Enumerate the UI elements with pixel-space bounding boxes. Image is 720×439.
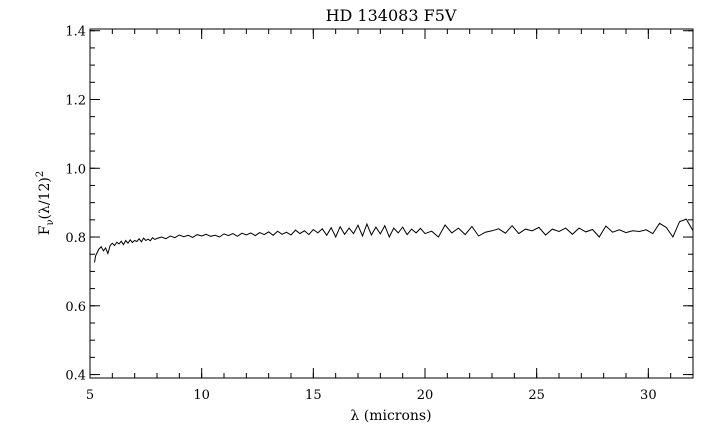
y-tick-labels: 0.4 0.6 0.8 1.0 1.2 1.4	[65, 25, 86, 384]
y-tick-label: 0.8	[65, 231, 86, 246]
y-axis-title-sub: ν	[45, 219, 56, 225]
x-tick-label: 10	[193, 388, 210, 403]
x-tick-label: 5	[86, 388, 94, 403]
y-axis-title: Fν(λ/12)2	[35, 171, 56, 236]
x-tick-labels: 5 10 15 20 25 30	[86, 388, 657, 403]
x-tick-label: 30	[640, 388, 657, 403]
series-group	[94, 218, 694, 263]
y-tick-label: 0.4	[65, 369, 86, 384]
x-tick-label: 15	[305, 388, 322, 403]
spectrum-line-0	[94, 218, 694, 263]
plot-frame	[89, 28, 694, 379]
y-axis-title-tail: (λ/12)	[37, 177, 53, 219]
y-tick-label: 0.6	[65, 300, 86, 315]
x-tick-label: 20	[417, 388, 434, 403]
chart-title: HD 134083 F5V	[326, 6, 457, 25]
y-axis-title-sup: 2	[35, 171, 46, 177]
y-tick-label: 1.2	[65, 93, 86, 108]
y-tick-label: 1.4	[65, 25, 86, 40]
axis-ticks	[89, 29, 694, 378]
x-axis-title: λ (microns)	[350, 408, 431, 424]
y-axis-title-main: F	[37, 225, 53, 235]
x-tick-label: 25	[528, 388, 545, 403]
y-tick-label: 1.0	[65, 162, 86, 177]
svg-text:Fν(λ/12)2: Fν(λ/12)2	[35, 171, 56, 236]
